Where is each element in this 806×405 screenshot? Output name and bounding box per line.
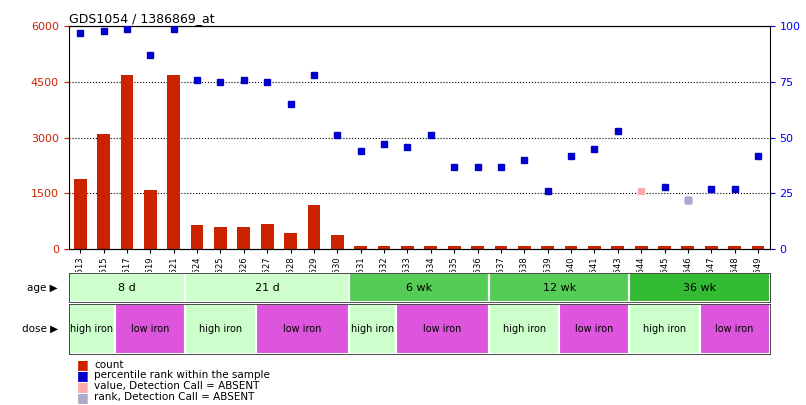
Bar (629, 304, 700, 354)
Text: count: count (94, 360, 124, 369)
Bar (472, 246, 484, 249)
Bar (98, 134, 110, 249)
Bar (705, 246, 717, 249)
Text: ■: ■ (77, 380, 89, 393)
Bar (74, 179, 86, 249)
Bar (559, 304, 629, 354)
Bar (700, 304, 770, 354)
Bar (69, 304, 115, 354)
Text: low iron: low iron (575, 324, 613, 334)
Bar (489, 304, 559, 354)
Bar (378, 246, 390, 249)
Text: rank, Detection Call = ABSENT: rank, Detection Call = ABSENT (94, 392, 255, 402)
Bar (682, 246, 694, 249)
Bar (115, 304, 185, 354)
Text: ■: ■ (77, 369, 89, 382)
Bar (185, 273, 349, 302)
Bar (542, 246, 554, 249)
Text: 36 wk: 36 wk (683, 283, 717, 292)
Text: low iron: low iron (131, 324, 169, 334)
Bar (612, 246, 624, 249)
Bar (238, 227, 250, 249)
Bar (69, 273, 185, 302)
Text: high iron: high iron (503, 324, 546, 334)
Text: high iron: high iron (643, 324, 686, 334)
Text: 21 d: 21 d (255, 283, 280, 292)
Text: value, Detection Call = ABSENT: value, Detection Call = ABSENT (94, 382, 260, 391)
Bar (588, 246, 600, 249)
Bar (489, 273, 629, 302)
Bar (261, 224, 273, 249)
Text: high iron: high iron (199, 324, 242, 334)
Bar (349, 304, 396, 354)
Bar (495, 246, 507, 249)
Text: dose ▶: dose ▶ (22, 324, 58, 334)
Bar (635, 246, 647, 249)
Bar (256, 304, 349, 354)
Bar (121, 75, 133, 249)
Bar (518, 246, 530, 249)
Bar (191, 225, 203, 249)
Bar (659, 246, 671, 249)
Bar (425, 246, 437, 249)
Bar (144, 190, 156, 249)
Bar (565, 246, 577, 249)
Bar (168, 75, 180, 249)
Bar (308, 205, 320, 249)
Text: high iron: high iron (351, 324, 394, 334)
Text: age ▶: age ▶ (27, 283, 58, 292)
Bar (729, 246, 741, 249)
Text: 12 wk: 12 wk (542, 283, 576, 292)
Bar (396, 304, 489, 354)
Bar (285, 233, 297, 249)
Text: ■: ■ (77, 358, 89, 371)
Text: low iron: low iron (423, 324, 462, 334)
Text: ■: ■ (77, 391, 89, 404)
Text: low iron: low iron (283, 324, 322, 334)
Bar (331, 235, 343, 249)
Text: high iron: high iron (70, 324, 114, 334)
Text: percentile rank within the sample: percentile rank within the sample (94, 371, 270, 380)
Bar (401, 246, 413, 249)
Bar (214, 227, 226, 249)
Bar (752, 246, 764, 249)
Text: low iron: low iron (716, 324, 754, 334)
Text: GDS1054 / 1386869_at: GDS1054 / 1386869_at (69, 12, 214, 25)
Bar (185, 304, 256, 354)
Bar (448, 246, 460, 249)
Bar (629, 273, 770, 302)
Text: 6 wk: 6 wk (406, 283, 432, 292)
Text: 8 d: 8 d (118, 283, 136, 292)
Bar (349, 273, 489, 302)
Bar (355, 246, 367, 249)
